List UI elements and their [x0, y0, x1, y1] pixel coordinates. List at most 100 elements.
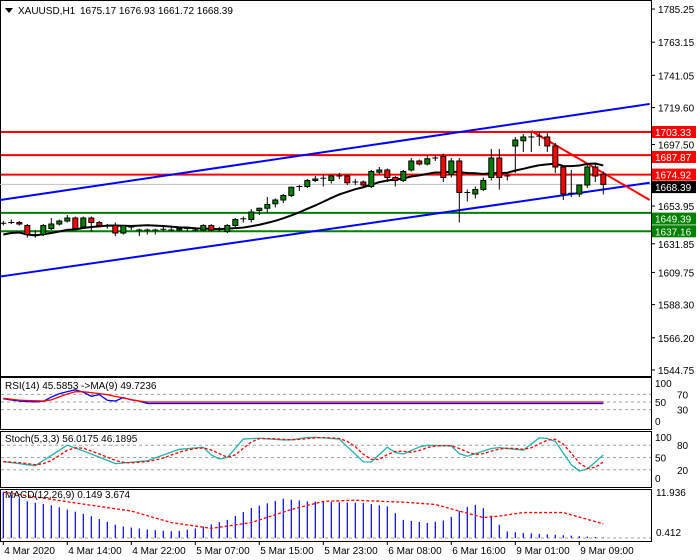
- stoch-tick-label: 20: [677, 466, 689, 477]
- candle-bullish: [472, 189, 479, 195]
- resistance-price-tag-text: 1703.33: [655, 128, 692, 139]
- candle-bullish: [200, 225, 207, 231]
- macd-tick-label: 11.936: [656, 488, 686, 499]
- candle-bullish: [64, 217, 71, 222]
- stoch-tick-label: 50: [655, 454, 667, 465]
- candle-bearish: [416, 160, 423, 165]
- y-tick-label: 1653.95: [658, 202, 695, 213]
- support-price-tag: [652, 225, 696, 238]
- candle-bullish: [248, 211, 255, 221]
- current-price-tag: [652, 181, 696, 194]
- candle-bullish: [224, 225, 231, 233]
- candle-bearish: [592, 166, 599, 177]
- y-tick-label: 1609.75: [658, 268, 695, 279]
- resistance-price-tag-text: 1687.87: [655, 153, 692, 164]
- y-tick-label: 1763.15: [658, 38, 695, 49]
- x-tick-label: 6 Mar 16:00: [452, 546, 506, 557]
- macd-signal-line: [3, 491, 604, 530]
- rsi-line: [3, 389, 604, 405]
- y-tick-label: 1566.20: [658, 334, 695, 345]
- candle-bullish: [376, 169, 383, 173]
- candle-bullish: [480, 179, 487, 190]
- candle-bearish: [496, 157, 503, 178]
- candle-bearish: [24, 225, 31, 236]
- macd-panel[interactable]: [0, 489, 652, 542]
- support-price-tag: [652, 212, 696, 225]
- candle-bearish: [600, 173, 607, 185]
- candle-bearish: [16, 222, 23, 225]
- candle-bearish: [360, 181, 367, 186]
- y-tick-label: 1588.30: [658, 301, 695, 312]
- dropdown-triangle-icon[interactable]: [5, 8, 13, 13]
- candle-bearish: [552, 145, 559, 168]
- channel-lower-line[interactable]: [0, 181, 650, 278]
- candle-bullish: [368, 170, 375, 187]
- resistance-price-tag-text: 1674.92: [655, 171, 692, 182]
- rsi-title: RSI(14) 45.5853 ->MA(9) 49.7236: [5, 381, 157, 392]
- x-tick-label: 5 Mar 07:00: [196, 546, 250, 557]
- rsi-tick-label: 30: [677, 406, 689, 417]
- resistance-price-tag: [652, 168, 696, 181]
- support-price-tag-text: 1649.39: [655, 215, 692, 226]
- candle-bullish: [56, 220, 63, 225]
- candle-bullish: [400, 170, 407, 181]
- current-price-tag-text: 1668.39: [655, 183, 692, 194]
- stochastic-panel[interactable]: [0, 431, 652, 488]
- candle-bullish: [328, 175, 335, 181]
- rsi-tick-label: 0: [655, 417, 661, 428]
- rsi-tick-label: 70: [677, 390, 689, 401]
- candle-bullish: [176, 228, 183, 231]
- main-chart-panel[interactable]: [0, 0, 652, 377]
- stoch-tick-label: 0: [655, 474, 661, 485]
- y-tick-label: 1544.75: [658, 366, 695, 377]
- y-tick-label: 1631.85: [658, 240, 695, 251]
- candle-bearish: [72, 217, 79, 230]
- candle-bullish: [264, 204, 271, 209]
- candle-bullish: [304, 179, 311, 187]
- candle-bearish: [96, 222, 103, 227]
- candle-bullish: [280, 195, 287, 201]
- stoch-main-line: [3, 436, 604, 472]
- candle-bearish: [208, 225, 215, 231]
- candle-bullish: [48, 223, 55, 230]
- candle-bullish: [424, 158, 431, 165]
- y-tick-label: 1719.60: [658, 104, 695, 115]
- candle-bullish: [408, 160, 415, 171]
- candle-bullish: [272, 199, 279, 205]
- candle-bearish: [560, 166, 567, 195]
- rsi-tick-label: 50: [655, 398, 667, 409]
- stoch-tick-label: 100: [655, 433, 672, 444]
- candle-bearish: [88, 217, 95, 224]
- candle-bullish: [40, 225, 47, 236]
- ohlc-values: 1675.17 1676.93 1661.72 1668.39: [80, 6, 233, 17]
- candle-bullish: [312, 178, 319, 181]
- x-tick-label: 5 Mar 15:00: [260, 546, 314, 557]
- rsi-ma-line: [3, 391, 604, 403]
- rsi-tick-label: 100: [655, 379, 672, 390]
- symbol-label: XAUUSD,H1: [18, 6, 76, 17]
- candle-bullish: [512, 139, 519, 147]
- stoch-signal-line: [3, 436, 604, 469]
- y-tick-label: 1785.25: [658, 5, 695, 16]
- x-tick-label: 4 Mar 14:00: [68, 546, 122, 557]
- x-tick-label: 6 Mar 08:00: [388, 546, 442, 557]
- candle-bearish: [112, 225, 119, 234]
- macd-tick-label: 0.412: [656, 528, 681, 539]
- resistance-price-tag: [652, 150, 696, 163]
- candle-bullish: [520, 136, 527, 142]
- candle-bullish: [488, 157, 495, 178]
- candle-bearish: [384, 169, 391, 178]
- stoch-title: Stoch(5,3,3) 56.0175 46.1895: [5, 434, 138, 445]
- resistance-price-tag: [652, 125, 696, 138]
- moving-average-line: [3, 162, 604, 237]
- stoch-tick-label: 80: [677, 441, 689, 452]
- candle-bullish: [584, 166, 591, 186]
- descending-trendline[interactable]: [530, 130, 651, 201]
- y-tick-label: 1741.05: [658, 71, 695, 82]
- macd-title: MACD(12,26,9) 0.149 3.674: [5, 490, 131, 501]
- candle-bullish: [232, 219, 239, 227]
- candle-bearish: [456, 160, 463, 194]
- channel-upper-line[interactable]: [0, 102, 650, 201]
- candle-bullish: [288, 186, 295, 197]
